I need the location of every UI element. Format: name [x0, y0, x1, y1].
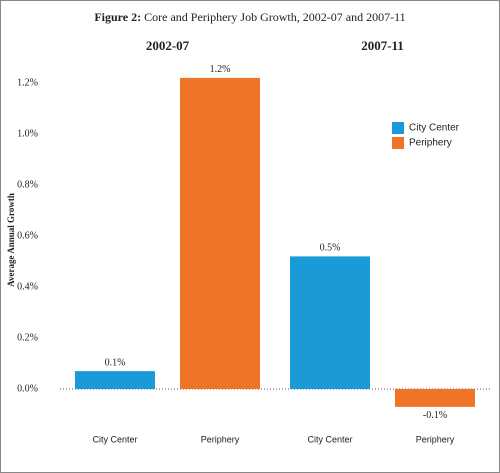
value-label: -0.1% — [423, 410, 447, 421]
bar — [180, 77, 260, 390]
x-tick-label: City Center — [307, 434, 352, 444]
legend-label: City Center — [409, 123, 460, 134]
value-label: 1.2% — [210, 64, 231, 75]
x-tick-label: City Center — [92, 434, 137, 444]
legend-label: Periphery — [409, 138, 452, 149]
y-axis-label: Average Annual Growth — [6, 193, 16, 287]
value-label: 0.1% — [105, 357, 126, 368]
chart-title: Figure 2: Core and Periphery Job Growth,… — [94, 10, 405, 24]
x-tick-label: Periphery — [416, 434, 455, 444]
bar — [75, 371, 155, 389]
bar — [290, 256, 370, 389]
y-tick-label: 0.0% — [17, 383, 38, 394]
y-tick-label: 0.2% — [17, 332, 38, 343]
x-tick-label: Periphery — [201, 434, 240, 444]
y-tick-label: 0.6% — [17, 230, 38, 241]
legend-swatch — [392, 122, 404, 134]
value-label: 0.5% — [320, 243, 341, 254]
title-text: Core and Periphery Job Growth, 2002-07 a… — [144, 10, 406, 24]
group-label: 2007-11 — [361, 38, 404, 53]
legend-swatch — [392, 137, 404, 149]
bar — [395, 389, 475, 407]
y-tick-label: 1.0% — [17, 128, 38, 139]
y-tick-label: 1.2% — [17, 77, 38, 88]
y-tick-label: 0.4% — [17, 281, 38, 292]
group-label: 2002-07 — [146, 38, 190, 53]
title-prefix: Figure 2: — [94, 10, 141, 24]
y-tick-label: 0.8% — [17, 179, 38, 190]
